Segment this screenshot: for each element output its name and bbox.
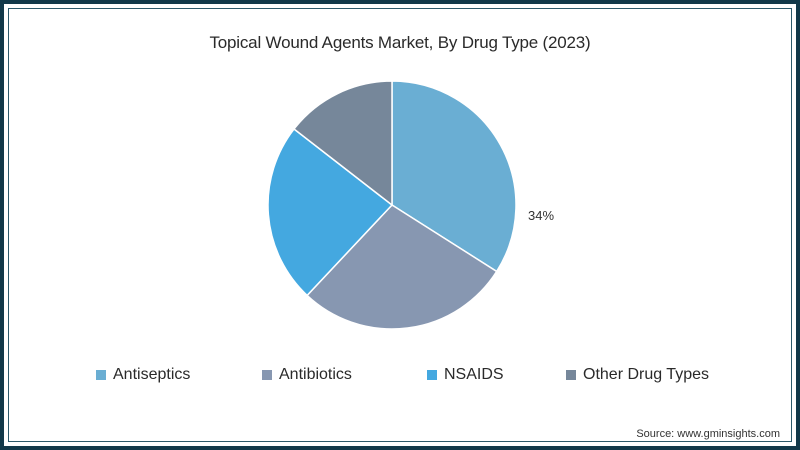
legend-label: Antiseptics (113, 366, 191, 383)
legend-label: Antibiotics (279, 366, 352, 383)
source-note: Source: www.gminsights.com (636, 428, 780, 440)
legend-item-other-drug-types[interactable]: Other Drug Types (566, 366, 709, 384)
legend-swatch-antiseptics (96, 370, 106, 380)
pie-slice-other-drug-types[interactable] (292, 80, 393, 207)
pie-slice-antibiotics[interactable] (306, 204, 498, 330)
pie-slice-nsaids[interactable] (267, 127, 394, 297)
data-label-antiseptics: 34% (528, 208, 555, 223)
chart-title: Topical Wound Agents Market, By Drug Typ… (209, 33, 591, 52)
legend-swatch-other (566, 370, 576, 380)
legend-item-antibiotics[interactable]: Antibiotics (262, 366, 352, 384)
legend-swatch-nsaids (427, 370, 437, 380)
legend-swatch-antibiotics (262, 370, 272, 380)
pie-slices (267, 80, 517, 330)
legend: Antiseptics Antibiotics NSAIDS Other Dru… (0, 366, 800, 388)
legend-item-nsaids[interactable]: NSAIDS (427, 366, 504, 384)
legend-item-antiseptics[interactable]: Antiseptics (96, 366, 190, 384)
legend-label: NSAIDS (444, 366, 504, 383)
legend-label: Other Drug Types (583, 366, 709, 383)
